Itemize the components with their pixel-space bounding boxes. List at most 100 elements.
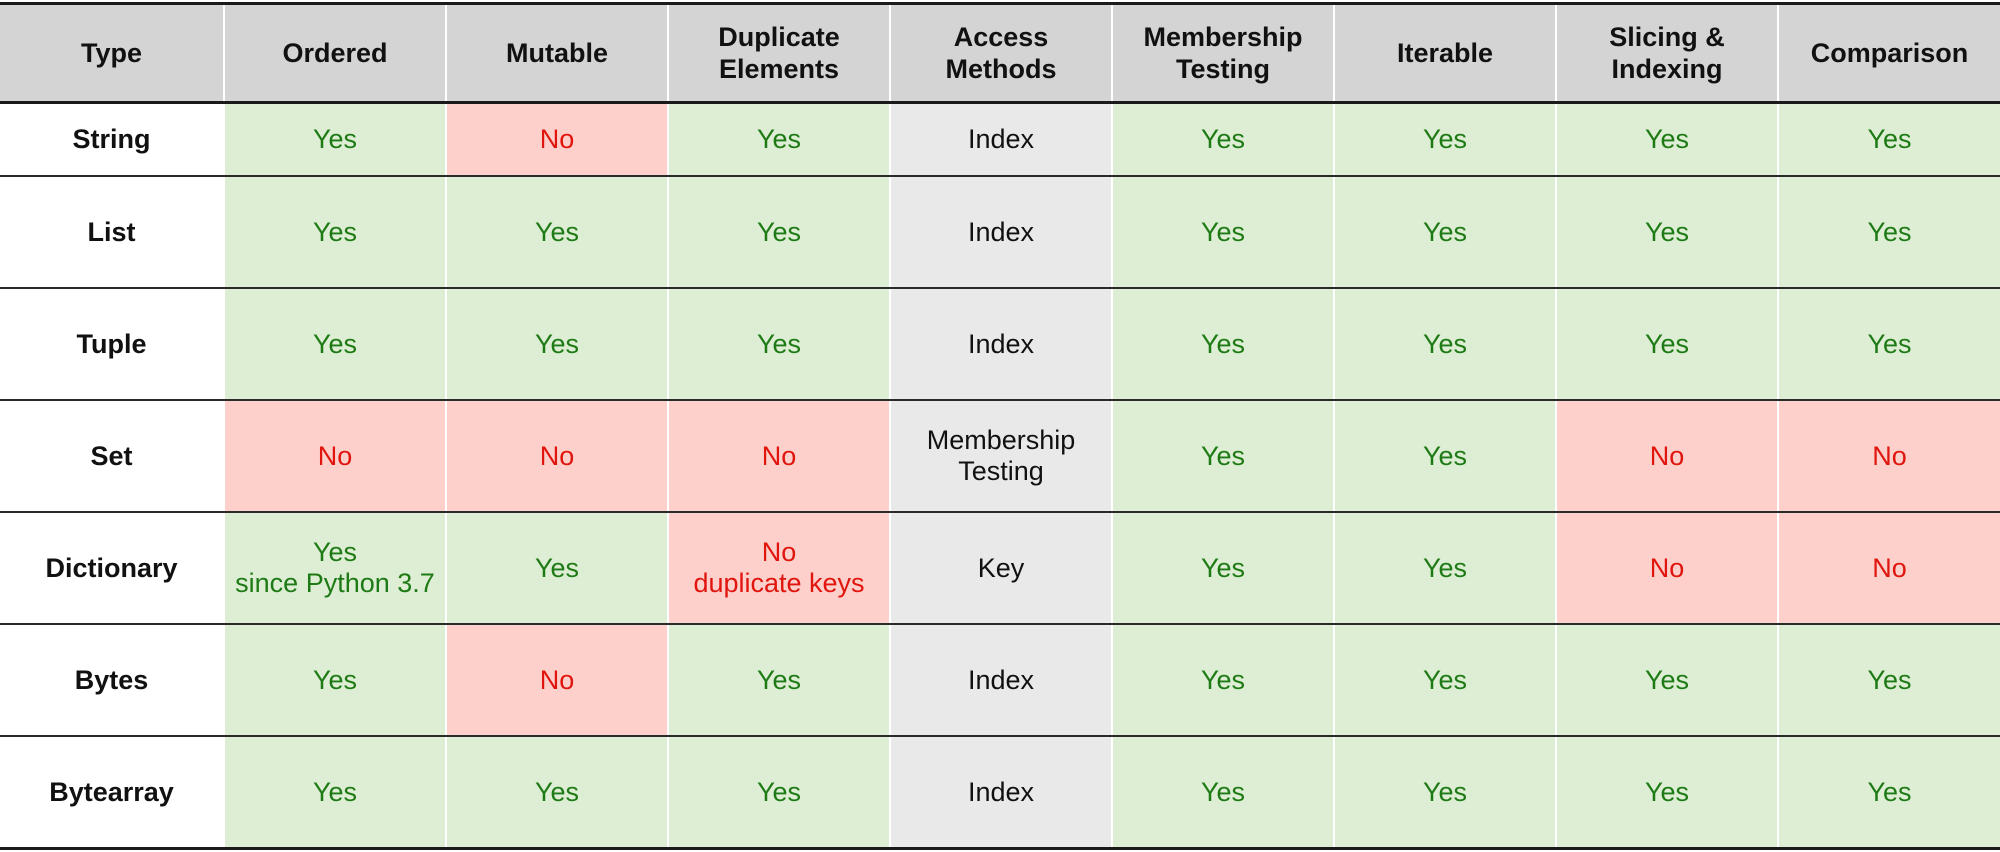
slicing-indexing-cell: Yes	[1556, 176, 1779, 289]
comparison-cell: Yes	[1778, 102, 2000, 177]
membership-testing-value: Yes	[1200, 776, 1246, 807]
ordered-value: Yes	[312, 664, 358, 695]
mutable-cell: Yes	[446, 176, 669, 289]
table-header: Type Ordered Mutable Duplicate Elements A…	[0, 3, 2000, 104]
header-access-methods: Access Methods	[890, 3, 1113, 104]
iterable-cell: Yes	[1334, 400, 1557, 513]
comparison-cell: Yes	[1778, 624, 2000, 737]
iterable-cell: Yes	[1334, 102, 1557, 177]
ordered-value: Yes	[312, 537, 358, 567]
comparison-cell: Yes	[1778, 736, 2000, 849]
comparison-value: Yes	[1867, 664, 1912, 695]
access-methods-cell: Index	[890, 176, 1113, 289]
access-methods-value: Index	[967, 776, 1035, 807]
table-row: Tuple Yes Yes Yes Index Yes Yes Yes Yes	[0, 288, 2000, 401]
type-cell: Tuple	[0, 288, 225, 401]
duplicate-elements-cell: No	[668, 400, 891, 513]
type-cell: Bytes	[0, 624, 225, 737]
access-methods-cell: Index	[890, 624, 1113, 737]
header-duplicate-elements-line1: Duplicate	[718, 22, 840, 52]
access-methods-cell: Index	[890, 736, 1113, 849]
header-iterable-label: Iterable	[1396, 38, 1494, 68]
mutable-value: No	[539, 124, 575, 154]
ordered-cell: No	[224, 400, 447, 513]
comparison-cell: No	[1778, 400, 2000, 513]
comparison-value: Yes	[1867, 328, 1912, 359]
duplicate-elements-value: No	[761, 537, 797, 567]
ordered-cell: Yes since Python 3.7	[224, 512, 447, 625]
table-row: String Yes No Yes Index Yes Yes Yes Yes	[0, 102, 2000, 177]
mutable-value: No	[539, 440, 575, 471]
header-type-label: Type	[80, 38, 142, 68]
header-ordered: Ordered	[224, 3, 447, 104]
type-cell: String	[0, 102, 225, 177]
iterable-value: Yes	[1422, 552, 1468, 583]
ordered-cell: Yes	[224, 736, 447, 849]
slicing-indexing-cell: Yes	[1556, 624, 1779, 737]
comparison-value: No	[1872, 552, 1907, 583]
slicing-indexing-cell: Yes	[1556, 102, 1779, 177]
header-access-methods-line2: Methods	[945, 54, 1057, 84]
header-ordered-label: Ordered	[282, 38, 388, 68]
duplicate-elements-cell: Yes	[668, 288, 891, 401]
table-row: List Yes Yes Yes Index Yes Yes Yes Yes	[0, 176, 2000, 289]
duplicate-elements-value: Yes	[756, 216, 802, 247]
iterable-value: Yes	[1422, 124, 1468, 154]
slicing-indexing-value: Yes	[1644, 776, 1690, 807]
duplicate-elements-value: No	[761, 440, 797, 471]
ordered-value: since Python 3.7	[235, 568, 435, 598]
comparison-value: Yes	[1867, 216, 1912, 247]
access-methods-value: Key	[977, 552, 1025, 583]
comparison-value: No	[1872, 440, 1907, 471]
comparison-value: Yes	[1867, 776, 1912, 807]
mutable-cell: Yes	[446, 512, 669, 625]
iterable-cell: Yes	[1334, 736, 1557, 849]
slicing-indexing-cell: No	[1556, 400, 1779, 513]
membership-testing-value: Yes	[1200, 328, 1246, 359]
table-row: Dictionary Yes since Python 3.7 Yes No duplic…	[0, 512, 2000, 625]
access-methods-value: Testing	[958, 456, 1044, 486]
ordered-cell: Yes	[224, 176, 447, 289]
access-methods-cell: Key	[890, 512, 1113, 625]
mutable-cell: Yes	[446, 288, 669, 401]
membership-testing-cell: Yes	[1112, 736, 1335, 849]
iterable-value: Yes	[1422, 328, 1468, 359]
access-methods-value: Membership	[926, 425, 1076, 455]
type-cell: Dictionary	[0, 512, 225, 625]
iterable-value: Yes	[1422, 440, 1468, 471]
header-slicing-indexing: Slicing & Indexing	[1556, 3, 1779, 104]
header-row: Type Ordered Mutable Duplicate Elements A…	[0, 3, 2000, 104]
membership-testing-value: Yes	[1200, 552, 1246, 583]
type-cell: List	[0, 176, 225, 289]
comparison-cell: Yes	[1778, 176, 2000, 289]
table-row: Set No No No Membership Testing Yes Yes No No	[0, 400, 2000, 513]
mutable-value: Yes	[534, 552, 580, 583]
duplicate-elements-value: Yes	[756, 664, 802, 695]
mutable-cell: Yes	[446, 736, 669, 849]
ordered-value: Yes	[312, 776, 358, 807]
iterable-value: Yes	[1422, 664, 1468, 695]
access-methods-value: Index	[967, 124, 1035, 154]
header-membership-testing-line1: Membership	[1143, 22, 1303, 52]
header-duplicate-elements-line2: Elements	[718, 54, 840, 84]
comparison-cell: Yes	[1778, 288, 2000, 401]
membership-testing-cell: Yes	[1112, 512, 1335, 625]
access-methods-cell: Index	[890, 288, 1113, 401]
ordered-value: Yes	[312, 216, 358, 247]
slicing-indexing-value: Yes	[1644, 216, 1690, 247]
ordered-cell: Yes	[224, 624, 447, 737]
type-cell: Bytearray	[0, 736, 225, 849]
table-row: Bytes Yes No Yes Index Yes Yes Yes Yes	[0, 624, 2000, 737]
access-methods-value: Index	[967, 664, 1035, 695]
ordered-value: Yes	[312, 328, 358, 359]
header-slicing-indexing-line2: Indexing	[1611, 54, 1723, 84]
iterable-value: Yes	[1422, 776, 1468, 807]
mutable-value: Yes	[534, 328, 580, 359]
ordered-value: Yes	[312, 124, 358, 154]
iterable-cell: Yes	[1334, 624, 1557, 737]
slicing-indexing-value: Yes	[1644, 664, 1690, 695]
header-iterable: Iterable	[1334, 3, 1557, 104]
duplicate-elements-value: duplicate keys	[693, 568, 865, 598]
header-type: Type	[0, 3, 225, 104]
